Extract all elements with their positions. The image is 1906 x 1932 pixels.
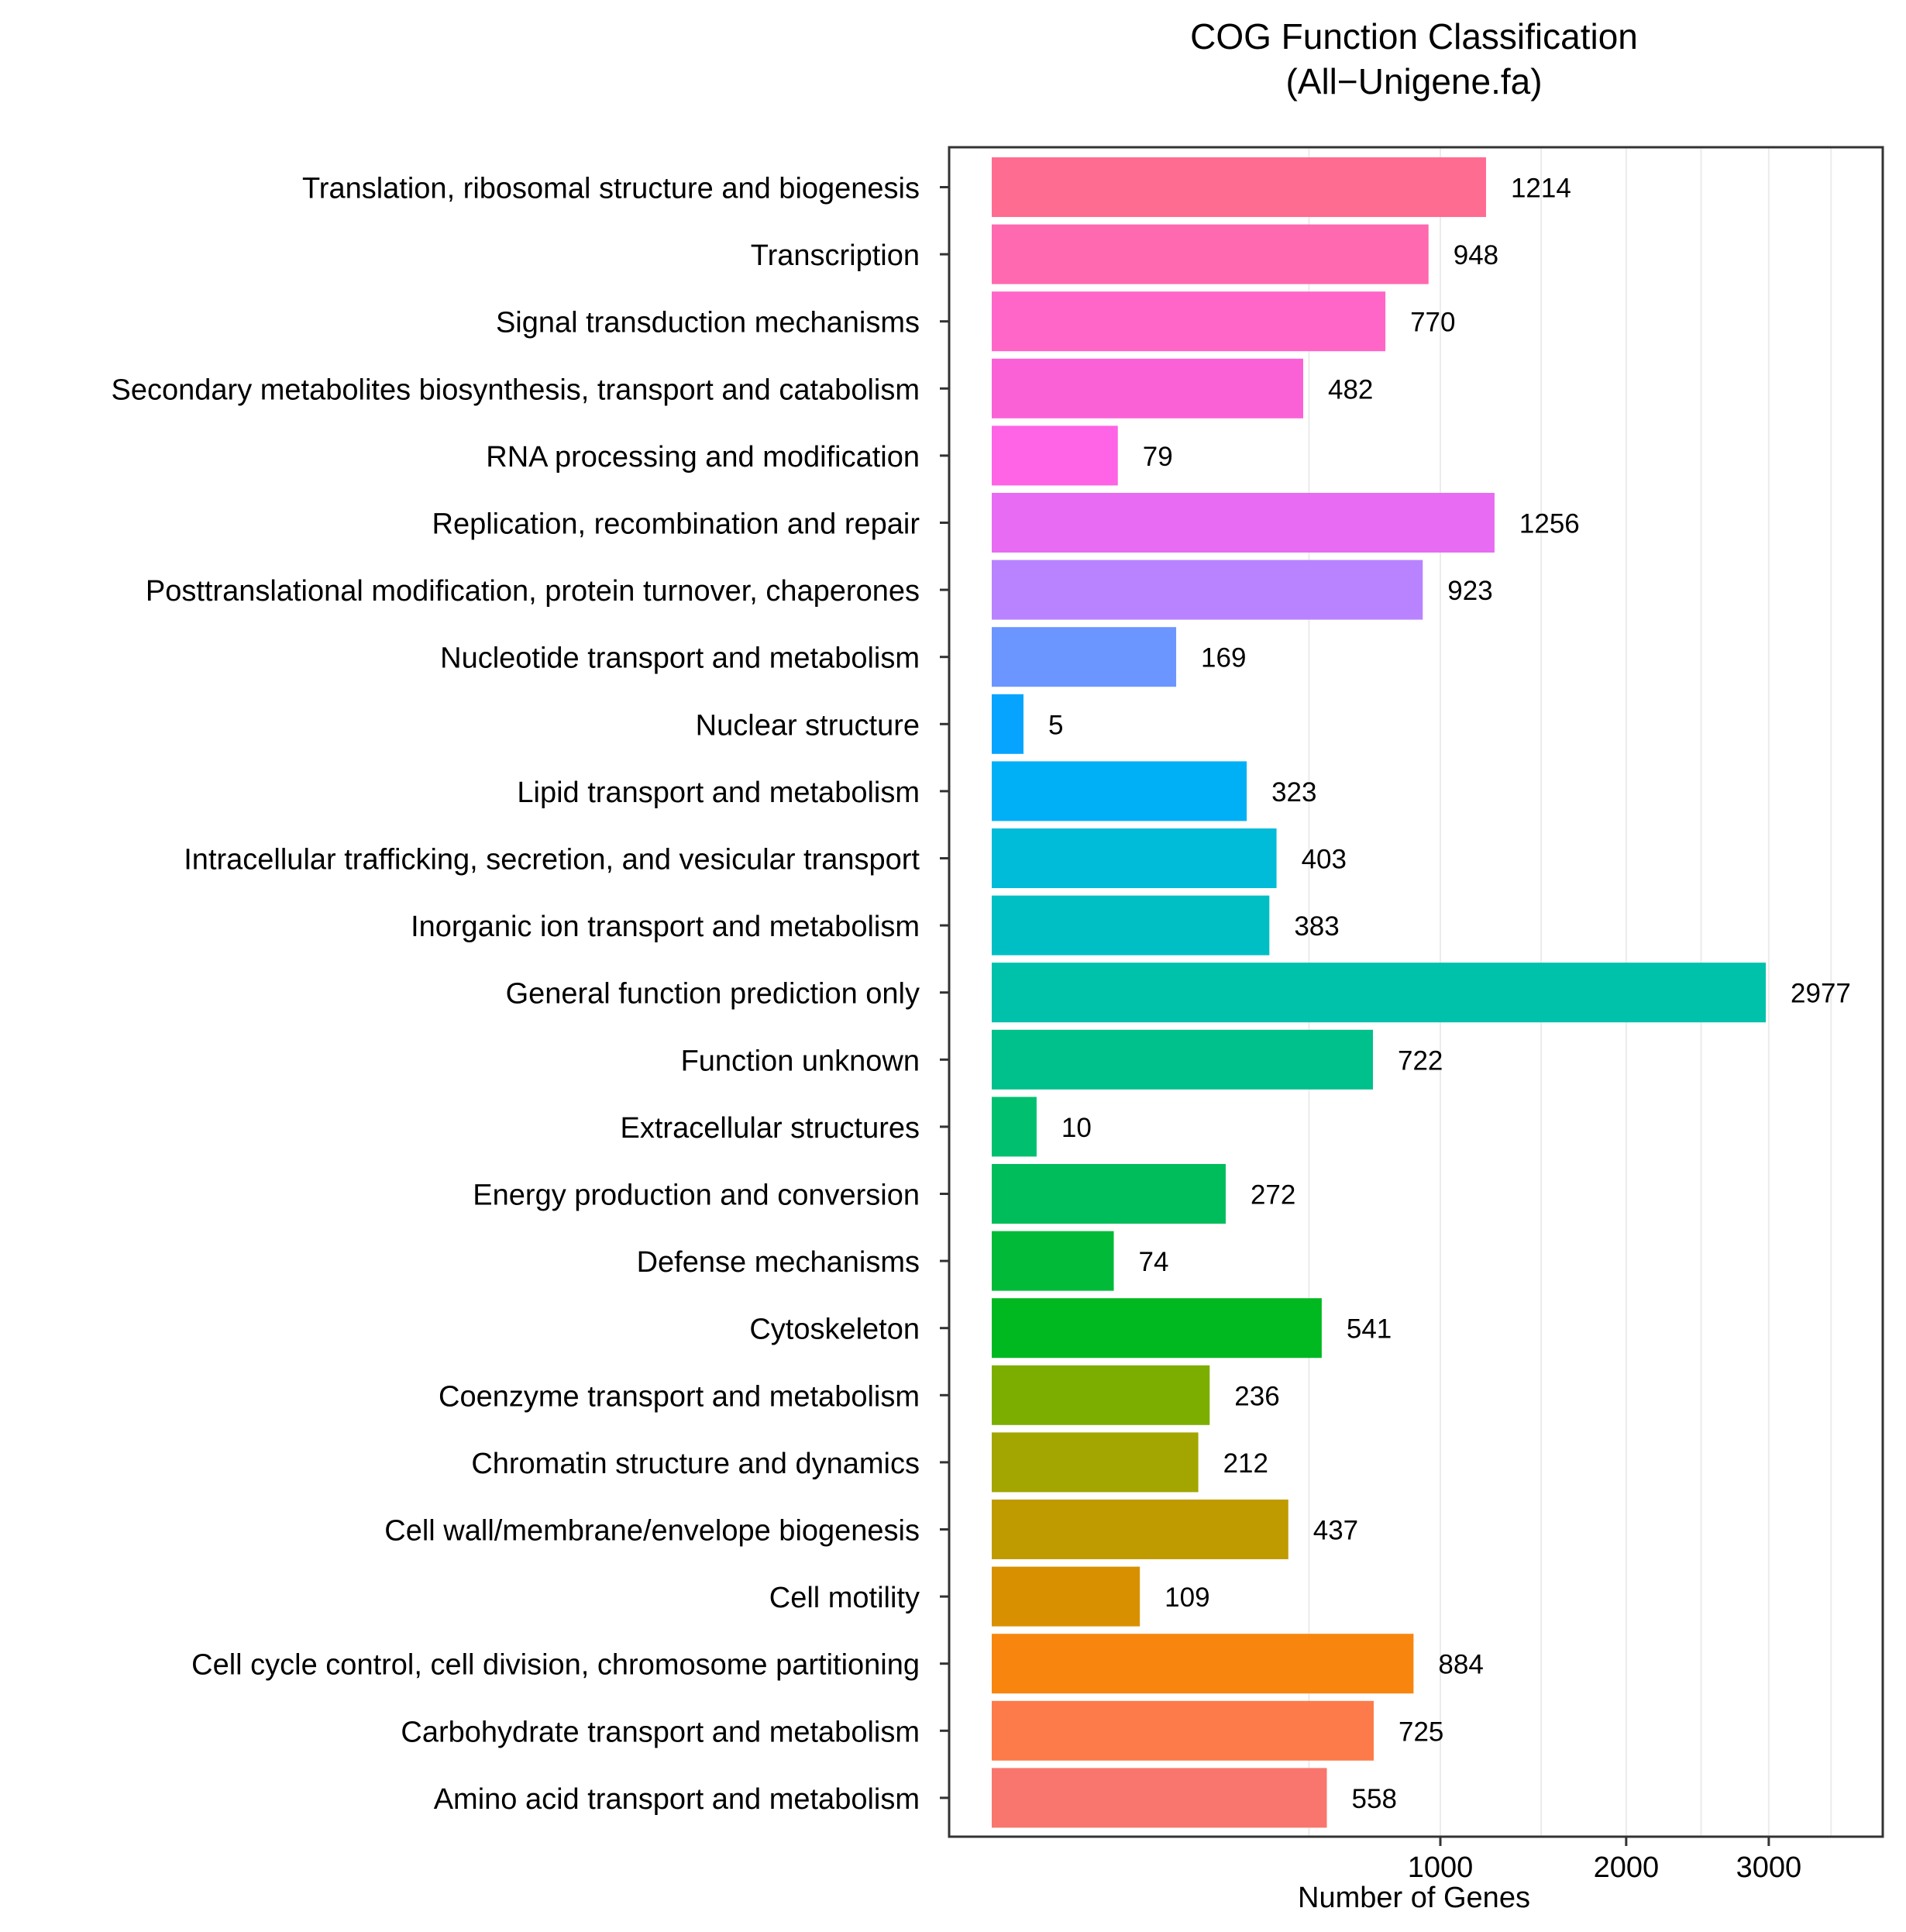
bar [992,1097,1037,1157]
bar [992,358,1303,418]
bar [992,224,1429,284]
category-label: Cell cycle control, cell division, chrom… [191,1649,920,1682]
bar [992,1365,1210,1425]
bar [992,157,1486,217]
category-label: Cell wall/membrane/envelope biogenesis [384,1515,920,1548]
category-label: Amino acid transport and metabolism [434,1783,920,1816]
bar [992,895,1270,956]
x-tick-label: 3000 [1736,1851,1802,1884]
category-label: Extracellular structures [621,1112,920,1145]
bar [992,560,1423,620]
value-label: 74 [1139,1247,1169,1277]
bar [992,828,1277,888]
category-label: Intracellular trafficking, secretion, an… [184,844,920,876]
bar [992,1700,1374,1761]
x-tick-label: 2000 [1594,1851,1660,1884]
category-label: Chromatin structure and dynamics [471,1448,920,1480]
bar [992,1634,1414,1694]
value-label: 770 [1410,308,1455,338]
category-label: Posttranslational modification, protein … [146,575,920,608]
category-label: Function unknown [681,1045,920,1077]
category-label: Signal transduction mechanisms [496,307,920,339]
value-label: 5 [1048,710,1063,740]
category-label: Cell motility [769,1582,920,1614]
category-label: Transcription [751,239,920,272]
value-label: 383 [1294,911,1339,942]
plot-frame [948,146,1884,1838]
category-label: Translation, ribosomal structure and bio… [302,173,920,205]
bar [992,1298,1322,1359]
value-label: 923 [1447,576,1492,606]
bar [992,1432,1199,1493]
value-label: 437 [1313,1516,1358,1546]
value-label: 2977 [1791,979,1851,1009]
category-label: Coenzyme transport and metabolism [439,1380,920,1413]
value-label: 948 [1454,240,1498,270]
category-label: Secondary metabolites biosynthesis, tran… [112,374,920,406]
bar [992,425,1118,486]
category-label: Replication, recombination and repair [432,508,920,541]
value-label: 722 [1398,1045,1443,1076]
bar [992,1500,1288,1559]
category-label: General function prediction only [506,978,920,1011]
value-label: 403 [1302,845,1347,875]
category-label: Nucleotide transport and metabolism [440,642,920,675]
category-label: Energy production and conversion [473,1180,920,1212]
category-label: Inorganic ion transport and metabolism [411,911,920,943]
bar [992,1768,1327,1828]
bar [992,1029,1373,1090]
bar [992,694,1024,754]
value-label: 212 [1223,1448,1268,1479]
label-layer: 1000 2000 3000 Translation, ribosomal struc… [112,173,1851,1885]
bar [992,291,1386,352]
x-axis-label: Number of Genes [1298,1882,1530,1914]
bar [992,1164,1226,1224]
value-label: 272 [1251,1180,1295,1211]
bar [992,1566,1141,1627]
bar-layer [992,157,1767,1828]
bar [992,493,1495,553]
value-label: 109 [1165,1582,1209,1613]
category-label: Lipid transport and metabolism [517,777,920,809]
value-label: 725 [1399,1717,1443,1747]
bar [992,627,1177,687]
category-label: Carbohydrate transport and metabolism [401,1716,920,1748]
value-label: 541 [1347,1314,1392,1345]
chart-title: COG Function Classification [1190,16,1638,57]
value-label: 884 [1438,1650,1483,1680]
value-label: 482 [1328,374,1373,405]
value-label: 1214 [1511,174,1571,204]
bar [992,963,1767,1023]
bar [992,761,1247,821]
x-tick-label: 1000 [1408,1851,1474,1884]
category-label: Nuclear structure [696,709,920,742]
value-label: 558 [1352,1784,1397,1814]
value-label: 323 [1271,777,1316,808]
value-label: 79 [1143,442,1173,472]
value-label: 169 [1201,643,1246,673]
value-label: 236 [1234,1381,1279,1411]
bar [992,1231,1114,1291]
category-label: RNA processing and modification [486,441,920,474]
category-label: Cytoskeleton [749,1314,920,1346]
category-label: Defense mechanisms [637,1246,920,1279]
value-label: 10 [1061,1113,1092,1143]
value-label: 1256 [1519,509,1580,539]
chart-subtitle: (All−Unigene.fa) [1285,61,1543,102]
